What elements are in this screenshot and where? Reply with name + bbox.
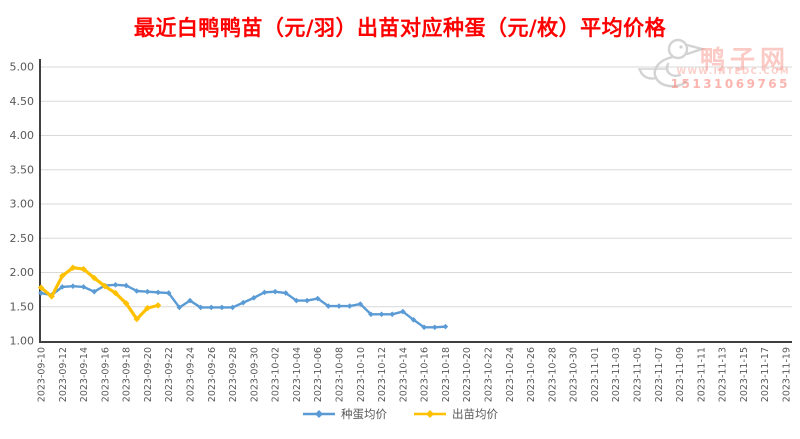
series-duckling-price (37, 264, 162, 323)
svg-text:2023-11-17: 2023-11-17 (760, 347, 771, 402)
legend-swatch-seed-egg (303, 410, 335, 418)
svg-text:2023-10-16: 2023-10-16 (420, 347, 431, 402)
legend-item-duckling-price: 出苗均价 (413, 406, 498, 422)
legend-label-duckling: 出苗均价 (452, 407, 498, 421)
svg-text:2023-10-10: 2023-10-10 (356, 347, 367, 402)
svg-text:2.00: 2.00 (10, 266, 35, 279)
svg-text:2023-11-03: 2023-11-03 (611, 347, 622, 402)
svg-text:2023-10-20: 2023-10-20 (462, 347, 473, 402)
svg-text:1.00: 1.00 (10, 335, 35, 348)
svg-text:2023-11-11: 2023-11-11 (696, 347, 707, 402)
svg-text:2023-10-12: 2023-10-12 (377, 347, 388, 402)
svg-text:2023-09-10: 2023-09-10 (37, 347, 48, 402)
svg-text:2.50: 2.50 (10, 232, 35, 245)
series-seed-egg-price (38, 282, 449, 331)
svg-text:4.50: 4.50 (10, 95, 35, 108)
svg-text:2023-09-22: 2023-09-22 (164, 347, 175, 402)
legend-item-seed-egg-price: 种蛋均价 (302, 406, 387, 422)
chart-title: 最近白鸭鸭苗（元/羽）出苗对应种蛋（元/枚）平均价格 (133, 16, 667, 40)
svg-text:2023-10-28: 2023-10-28 (547, 347, 558, 402)
svg-text:2023-10-08: 2023-10-08 (335, 347, 346, 402)
svg-text:2023-10-30: 2023-10-30 (569, 347, 580, 402)
y-axis-tick-labels: 1.00 1.50 2.00 2.50 3.00 3.50 4.00 4.50 5.00 (10, 61, 35, 348)
x-axis-tick-labels: 2023-09-10 2023-09-12 2023-09-14 2023-09-16… (37, 347, 793, 402)
svg-text:5.00: 5.00 (10, 61, 35, 74)
svg-text:4.00: 4.00 (10, 129, 35, 142)
svg-text:2023-10-22: 2023-10-22 (484, 347, 495, 402)
svg-text:2023-11-13: 2023-11-13 (718, 347, 729, 402)
svg-text:2023-10-24: 2023-10-24 (505, 347, 516, 402)
gridlines (41, 66, 792, 308)
svg-text:2023-09-20: 2023-09-20 (143, 347, 154, 402)
svg-text:3.50: 3.50 (10, 163, 35, 176)
svg-text:2023-09-16: 2023-09-16 (100, 347, 111, 402)
svg-text:2023-11-05: 2023-11-05 (633, 347, 644, 402)
svg-text:2023-10-14: 2023-10-14 (398, 347, 409, 402)
svg-text:2023-09-28: 2023-09-28 (228, 347, 239, 402)
svg-text:2023-10-02: 2023-10-02 (271, 347, 282, 402)
legend-swatch-duckling (414, 410, 446, 418)
legend-label-seed-egg: 种蛋均价 (341, 407, 387, 421)
svg-text:1.50: 1.50 (10, 300, 35, 313)
svg-text:2023-10-26: 2023-10-26 (526, 347, 537, 402)
svg-text:2023-10-06: 2023-10-06 (313, 347, 324, 402)
svg-text:2023-11-19: 2023-11-19 (782, 347, 793, 402)
svg-text:2023-11-09: 2023-11-09 (675, 347, 686, 402)
svg-text:2023-09-24: 2023-09-24 (186, 347, 197, 402)
chart-legend: 种蛋均价 出苗均价 (0, 406, 800, 422)
svg-text:3.00: 3.00 (10, 198, 35, 211)
svg-text:2023-11-07: 2023-11-07 (654, 347, 665, 402)
svg-text:2023-10-04: 2023-10-04 (292, 347, 303, 402)
svg-text:2023-09-26: 2023-09-26 (207, 347, 218, 402)
svg-text:2023-11-01: 2023-11-01 (590, 347, 601, 402)
svg-text:2023-09-30: 2023-09-30 (249, 347, 260, 402)
svg-text:2023-10-18: 2023-10-18 (441, 347, 452, 402)
svg-text:2023-11-15: 2023-11-15 (739, 347, 750, 402)
svg-text:2023-09-18: 2023-09-18 (122, 347, 133, 402)
svg-text:2023-09-12: 2023-09-12 (58, 347, 69, 402)
svg-text:2023-09-14: 2023-09-14 (79, 347, 90, 402)
